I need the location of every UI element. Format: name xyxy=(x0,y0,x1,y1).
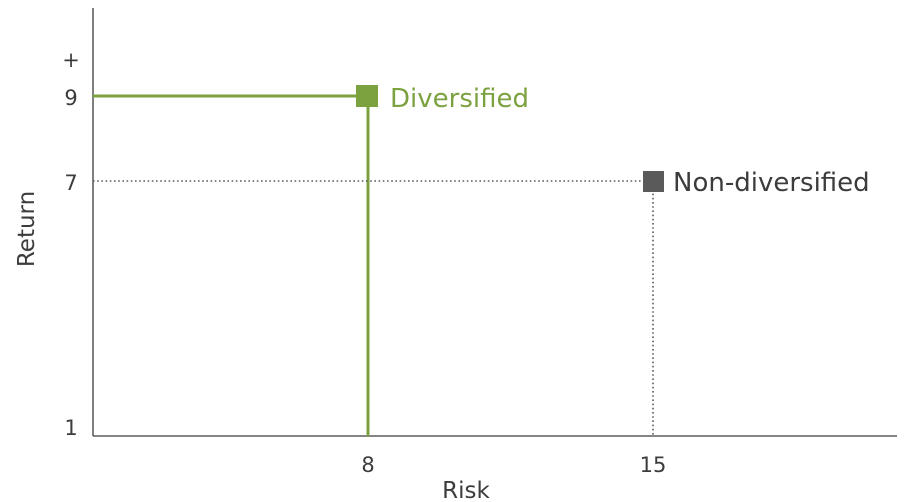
diversified-point-label: Diversified xyxy=(390,84,529,114)
x-tick-label-15: 15 xyxy=(640,453,667,477)
non-diversified-point-marker xyxy=(643,171,664,192)
y-axis-title: Return xyxy=(14,191,40,267)
diversified-point-marker xyxy=(356,85,378,107)
y-tick-label-1: 1 xyxy=(64,416,77,440)
non-diversified-point-label: Non-diversified xyxy=(673,168,870,198)
x-axis-title: Risk xyxy=(442,478,490,502)
y-tick-label-plus: + xyxy=(62,48,80,72)
y-tick-label-7: 7 xyxy=(64,171,77,195)
x-tick-label-8: 8 xyxy=(361,453,374,477)
y-tick-label-9: 9 xyxy=(64,86,77,110)
